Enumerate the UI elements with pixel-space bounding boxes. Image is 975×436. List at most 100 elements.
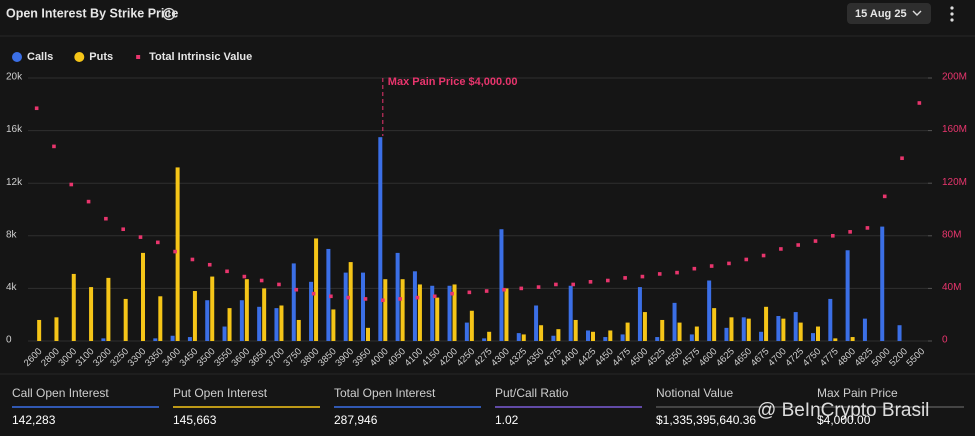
- intrinsic-dot: [398, 297, 402, 301]
- bar: [331, 309, 336, 341]
- intrinsic-dot: [882, 194, 887, 199]
- bar: [395, 252, 400, 341]
- stat-label: Call Open Interest: [12, 386, 109, 400]
- y-tick-label: 0: [6, 335, 12, 346]
- bar: [101, 338, 106, 341]
- intrinsic-dot: [363, 297, 368, 301]
- bar: [845, 250, 850, 341]
- y2-tick-label: 80M: [942, 229, 961, 240]
- legend-swatch: [74, 52, 85, 62]
- intrinsic-dot: [640, 274, 645, 279]
- intrinsic-dot: [606, 278, 610, 283]
- bar: [435, 297, 440, 341]
- y2-tick-label: 200M: [942, 72, 967, 83]
- bar: [862, 318, 867, 341]
- bar: [210, 276, 215, 341]
- stat-value: 1.02: [495, 413, 519, 427]
- intrinsic-dot: [917, 101, 922, 105]
- intrinsic-dot: [484, 289, 489, 293]
- bar: [724, 327, 729, 341]
- legend-swatch: [136, 55, 141, 59]
- intrinsic-dot: [727, 261, 731, 266]
- bar: [378, 137, 383, 341]
- stat-value: 287,946: [334, 413, 378, 427]
- intrinsic-dot: [52, 144, 56, 149]
- y-tick-label: 8k: [6, 229, 18, 240]
- bar: [793, 312, 798, 341]
- y2-tick-label: 40M: [942, 282, 961, 293]
- bar: [326, 248, 331, 341]
- intrinsic-dot: [432, 294, 437, 299]
- bar: [568, 285, 573, 341]
- bar: [897, 325, 902, 341]
- bar: [170, 335, 175, 341]
- legend-swatch: [12, 52, 22, 62]
- bar: [828, 298, 833, 341]
- intrinsic-dot: [744, 257, 749, 262]
- bar: [798, 322, 803, 341]
- bar: [54, 317, 59, 341]
- legend-label: Puts: [89, 51, 113, 63]
- y-tick-label: 12k: [6, 177, 23, 188]
- intrinsic-dot: [104, 216, 108, 221]
- bar: [257, 306, 262, 341]
- intrinsic-dot: [692, 266, 697, 271]
- intrinsic-dot: [294, 287, 299, 292]
- bar: [499, 229, 504, 341]
- bar: [504, 288, 509, 341]
- intrinsic-dot: [156, 240, 160, 245]
- bar: [89, 287, 94, 341]
- stat-value: 145,663: [173, 413, 217, 427]
- stat-label: Total Open Interest: [334, 386, 436, 400]
- intrinsic-dot: [121, 227, 125, 232]
- bar: [534, 305, 539, 341]
- bar: [694, 326, 699, 341]
- bar: [187, 337, 192, 341]
- intrinsic-dot: [259, 278, 264, 283]
- intrinsic-dot: [69, 182, 74, 187]
- legend-label: Total Intrinsic Value: [149, 51, 252, 63]
- bar: [759, 331, 764, 341]
- bar: [637, 287, 642, 341]
- intrinsic-dot: [467, 290, 472, 295]
- bar: [741, 317, 746, 341]
- bar: [712, 308, 717, 341]
- intrinsic-dot: [86, 199, 91, 204]
- intrinsic-dot: [225, 269, 229, 274]
- bar: [383, 279, 388, 341]
- intrinsic-dot: [346, 295, 350, 300]
- bar: [586, 330, 590, 341]
- bar: [464, 322, 469, 341]
- bar: [222, 326, 227, 341]
- bar: [153, 338, 158, 341]
- intrinsic-dot: [207, 262, 212, 267]
- y2-tick-label: 160M: [942, 124, 967, 135]
- bar: [677, 322, 682, 341]
- intrinsic-dot: [242, 274, 247, 279]
- chart-title: Open Interest By Strike Price: [6, 6, 178, 20]
- bar: [106, 277, 111, 341]
- intrinsic-dot: [519, 286, 524, 291]
- bar: [452, 284, 457, 341]
- info-icon[interactable]: [162, 7, 176, 21]
- intrinsic-dot: [415, 295, 420, 300]
- max-pain-label: Max Pain Price $4,000.00: [388, 76, 518, 88]
- stat-value: $1,335,395,640.36: [656, 413, 756, 427]
- bar: [158, 296, 163, 341]
- bar: [348, 262, 353, 341]
- intrinsic-dot: [450, 291, 454, 296]
- intrinsic-dot: [190, 257, 195, 262]
- menu-button[interactable]: [950, 6, 954, 22]
- bar: [556, 329, 561, 341]
- bar: [551, 335, 556, 341]
- bar: [205, 300, 210, 341]
- bar: [608, 330, 613, 341]
- date-dropdown[interactable]: 15 Aug 25: [847, 3, 931, 24]
- stat-label: Put Open Interest: [173, 386, 268, 400]
- bar: [850, 337, 855, 341]
- intrinsic-dot: [502, 287, 506, 292]
- bar: [764, 306, 769, 341]
- intrinsic-dot: [779, 247, 783, 251]
- bar: [309, 281, 314, 341]
